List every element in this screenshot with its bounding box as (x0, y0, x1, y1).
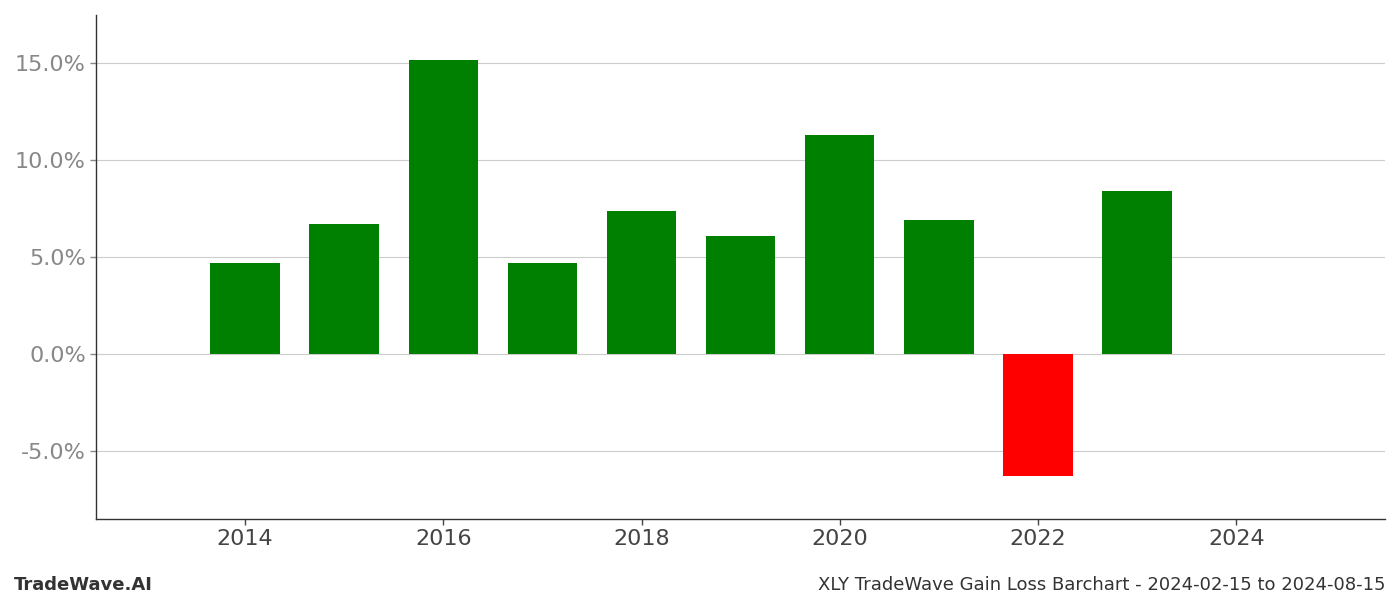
Text: TradeWave.AI: TradeWave.AI (14, 576, 153, 594)
Bar (904, 220, 973, 354)
Bar (1004, 354, 1072, 476)
Text: XLY TradeWave Gain Loss Barchart - 2024-02-15 to 2024-08-15: XLY TradeWave Gain Loss Barchart - 2024-… (819, 576, 1386, 594)
Bar (1102, 191, 1172, 354)
Bar (409, 59, 477, 354)
Bar (508, 263, 577, 354)
Bar (706, 236, 776, 354)
Bar (309, 224, 379, 354)
Bar (805, 135, 875, 354)
Bar (606, 211, 676, 354)
Bar (210, 263, 280, 354)
